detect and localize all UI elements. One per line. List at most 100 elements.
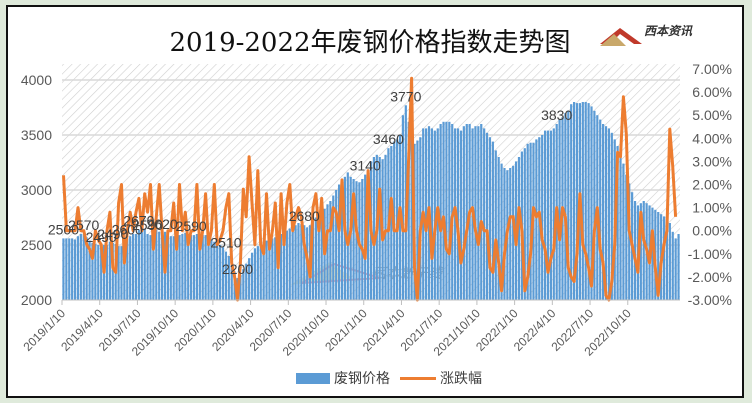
price-bar bbox=[546, 130, 550, 300]
y-left-tick-label: 2500 bbox=[21, 237, 52, 253]
price-bar bbox=[155, 229, 158, 300]
y-right-tick-label: 2.00% bbox=[692, 177, 732, 193]
price-bar bbox=[602, 124, 605, 300]
price-bar bbox=[274, 237, 277, 300]
price-bar bbox=[140, 226, 143, 300]
price-bar bbox=[439, 124, 442, 300]
y-right-tick-label: 3.00% bbox=[692, 153, 732, 169]
price-bar bbox=[166, 234, 170, 300]
price-bar bbox=[158, 231, 161, 300]
price-bar bbox=[497, 157, 500, 300]
price-bar bbox=[248, 258, 251, 300]
price-bar bbox=[651, 207, 654, 300]
price-bar bbox=[178, 235, 181, 300]
legend-price-swatch bbox=[296, 372, 330, 384]
price-bar bbox=[346, 172, 349, 300]
price-bar bbox=[332, 195, 335, 300]
legend-price-label: 废钢价格 bbox=[334, 371, 390, 387]
price-bar bbox=[419, 137, 422, 300]
price-bar bbox=[340, 181, 344, 300]
price-bar bbox=[91, 242, 94, 300]
y-right-tick-label: 1.00% bbox=[692, 200, 732, 216]
price-bar bbox=[73, 239, 77, 300]
data-label: 2500 bbox=[48, 221, 79, 237]
price-bar bbox=[210, 239, 213, 300]
price-bar bbox=[633, 201, 637, 300]
price-bar bbox=[204, 235, 207, 300]
price-bar bbox=[509, 168, 512, 300]
price-bar bbox=[262, 241, 265, 300]
price-bar bbox=[599, 119, 602, 300]
price-bar bbox=[300, 224, 303, 300]
price-bar bbox=[201, 235, 204, 300]
price-bar bbox=[445, 121, 448, 300]
price-bar bbox=[491, 141, 494, 300]
price-bar bbox=[494, 150, 497, 300]
price-bar bbox=[570, 104, 573, 300]
price-bar bbox=[123, 245, 126, 300]
price-bar bbox=[100, 246, 103, 300]
price-bar bbox=[230, 261, 233, 300]
price-bar bbox=[131, 234, 135, 300]
data-label: 2620 bbox=[147, 216, 178, 232]
price-bar bbox=[465, 124, 468, 300]
change-line bbox=[62, 76, 678, 302]
price-bar bbox=[459, 130, 463, 300]
price-bar bbox=[616, 146, 619, 300]
price-bar bbox=[535, 139, 538, 300]
y-right-tick-label: 4.00% bbox=[692, 130, 732, 146]
price-bar bbox=[677, 234, 680, 300]
price-bar bbox=[126, 238, 129, 300]
price-bar bbox=[311, 220, 315, 300]
price-bar bbox=[668, 223, 671, 300]
price-bar bbox=[169, 236, 172, 300]
y-left-tick-label: 2000 bbox=[21, 292, 52, 308]
price-bar bbox=[529, 142, 532, 300]
y-right-tick-label: 0.00% bbox=[692, 223, 732, 239]
price-bar bbox=[285, 230, 288, 300]
price-bar bbox=[279, 234, 283, 300]
price-bar bbox=[587, 103, 590, 300]
price-bar bbox=[343, 176, 346, 300]
price-bar bbox=[76, 236, 80, 300]
y-right-tick-label: 6.00% bbox=[692, 84, 732, 100]
price-bar bbox=[433, 130, 436, 300]
price-bar bbox=[384, 154, 387, 300]
x-axis: 2019/1/102019/4/102019/7/102019/10/10202… bbox=[20, 299, 680, 359]
price-bar bbox=[526, 143, 529, 300]
price-bar bbox=[584, 102, 587, 300]
price-bar bbox=[259, 243, 262, 300]
price-bar bbox=[477, 126, 480, 300]
price-bar bbox=[483, 128, 486, 300]
price-bar bbox=[401, 115, 405, 300]
price-bar bbox=[245, 263, 248, 300]
price-bar bbox=[184, 232, 187, 300]
price-bar bbox=[416, 140, 419, 300]
price-bar bbox=[221, 247, 225, 300]
price-bar bbox=[622, 163, 625, 300]
price-bar bbox=[175, 234, 178, 300]
price-bar bbox=[326, 204, 329, 300]
logo-mountain-icon bbox=[600, 28, 642, 46]
price-bar bbox=[192, 235, 196, 300]
price-bar bbox=[474, 126, 477, 300]
price-bar bbox=[488, 137, 492, 300]
price-bar bbox=[372, 157, 376, 300]
change-line-path bbox=[62, 76, 678, 302]
price-bar bbox=[674, 238, 677, 300]
price-bar bbox=[607, 128, 611, 300]
price-bar bbox=[85, 237, 88, 300]
price-bar bbox=[152, 231, 155, 300]
price-bar bbox=[642, 201, 645, 300]
legend-change-swatch bbox=[400, 376, 436, 380]
price-bar bbox=[639, 203, 642, 300]
price-bar bbox=[552, 128, 555, 300]
price-bar bbox=[619, 154, 622, 300]
price-bar bbox=[172, 236, 175, 300]
price-bar bbox=[288, 228, 291, 300]
price-bar bbox=[317, 214, 320, 300]
data-label: 3830 bbox=[541, 107, 572, 123]
y-right-tick-label: 7.00% bbox=[692, 61, 732, 77]
y-axis-right: -3.00% -2.00% -1.00% 0.00% 1.00% 2.00% 3.00% 4.… bbox=[688, 61, 732, 308]
